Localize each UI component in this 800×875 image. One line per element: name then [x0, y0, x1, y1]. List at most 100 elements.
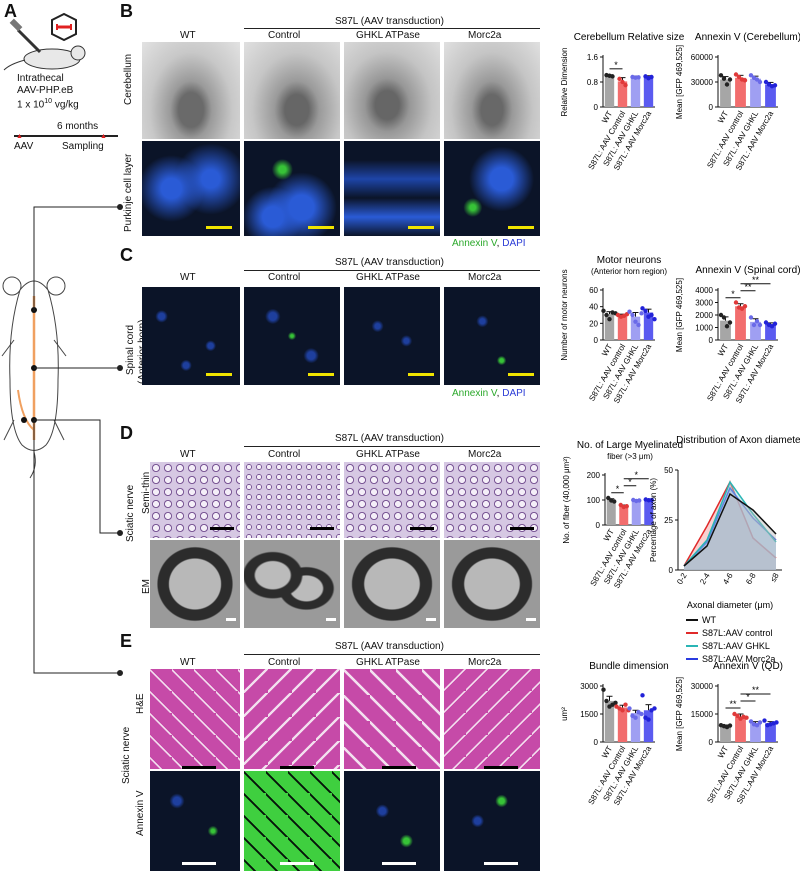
bar: [750, 723, 761, 742]
scale-bar: [226, 618, 236, 621]
y-tick-label: 40: [589, 303, 598, 312]
chart-subtitle: (Anterior horn region): [591, 267, 667, 276]
annexin-image-ghkl: [344, 771, 440, 871]
scale-bar: [426, 618, 436, 621]
significance-label: **: [752, 685, 760, 695]
data-point: [613, 700, 618, 705]
scale-bar: [308, 226, 334, 229]
bar: [617, 81, 628, 107]
y-axis-label: um²: [560, 707, 569, 721]
y-tick-label: 1500: [580, 710, 598, 719]
data-point: [649, 74, 654, 80]
group-header-d: S87L (AAV transduction): [335, 433, 444, 444]
data-point: [733, 300, 739, 305]
series-line: [683, 480, 777, 567]
bar: [630, 713, 641, 742]
col-header-ghkl-b: GHKL ATPase: [356, 30, 420, 41]
bar: [630, 316, 641, 340]
y-tick-label: 60000: [691, 53, 714, 62]
dose-label: 1 x 1010 vg/kg: [17, 98, 79, 111]
data-point: [639, 311, 644, 316]
x-axis-label: Axonal diameter (μm): [687, 600, 773, 610]
y-tick-label: 30000: [691, 78, 714, 87]
chart-title: Motor neurons: [597, 255, 661, 266]
data-point: [751, 322, 757, 328]
bar: [604, 700, 615, 742]
y-tick-label: 200: [587, 471, 601, 480]
y-tick-label: 3000: [695, 299, 713, 308]
data-point: [762, 718, 767, 723]
y-tick-label: 0: [709, 738, 714, 747]
data-point: [748, 719, 754, 724]
x-tick-label: ≤8: [769, 571, 781, 584]
panel-letter-a: A: [4, 1, 17, 21]
group-header-c: S87L (AAV transduction): [335, 257, 444, 268]
vector-label: AAV-PHP.eB: [17, 85, 74, 96]
spinal-image-control: [244, 287, 340, 385]
data-point: [652, 316, 657, 322]
data-point: [739, 306, 745, 311]
scale-bar: [182, 766, 216, 769]
data-point: [620, 79, 625, 85]
bar: [643, 77, 654, 107]
panel-letter-c: C: [120, 245, 133, 265]
bar: [720, 79, 731, 107]
y-axis-label: No. of fiber (40,000 μm²): [562, 456, 571, 544]
bar: [720, 320, 731, 340]
route-label: Intrathecal: [17, 73, 64, 84]
data-point: [742, 78, 748, 83]
data-point: [718, 73, 724, 78]
col-header-ghkl-e: GHKL ATPase: [356, 657, 420, 668]
bar: [606, 500, 616, 525]
scale-bar: [382, 862, 416, 865]
y-tick-label: 20: [589, 319, 598, 328]
significance-label: *: [616, 484, 620, 494]
data-point: [754, 319, 760, 324]
chart-title: No. of Large Myelinated: [577, 440, 683, 451]
data-point: [636, 322, 641, 328]
scale-bar: [484, 766, 518, 769]
data-point: [640, 306, 645, 311]
group-underline-d: [244, 446, 540, 447]
col-header-wt-e: WT: [180, 657, 196, 668]
em-image-wt: [150, 540, 240, 628]
x-tick-label: 4-6: [721, 571, 735, 586]
data-point: [748, 315, 754, 320]
y-tick-label: 3000: [580, 682, 598, 691]
significance-label: *: [614, 60, 618, 70]
he-image-morc2a: [444, 669, 540, 769]
col-header-control-e: Control: [268, 657, 301, 668]
y-tick-label: 0.8: [587, 78, 599, 87]
data-point: [763, 79, 769, 85]
bar: [630, 77, 641, 107]
col-header-control-d: Control: [268, 449, 301, 460]
data-point: [724, 82, 730, 87]
stain-legend-c: Annexin V, DAPI: [452, 388, 526, 399]
col-header-ghkl-c: GHKL ATPase: [356, 272, 420, 283]
scale-bar: [326, 618, 336, 621]
y-tick-label: 0: [594, 103, 599, 112]
scale-bar: [206, 373, 232, 376]
y-tick-label: 15000: [691, 710, 714, 719]
y-tick-label: 60: [589, 286, 598, 295]
x-tick-label: 6-8: [744, 571, 758, 586]
data-point: [627, 309, 632, 314]
scale-bar: [510, 527, 534, 530]
data-point: [630, 312, 635, 318]
panel-letter-b: B: [120, 1, 133, 21]
duration-label: 6 months: [57, 121, 99, 132]
data-point: [617, 76, 622, 82]
aav-start-label: AAV: [14, 141, 34, 152]
scale-bar: [508, 373, 534, 376]
data-point: [742, 304, 748, 309]
y-tick-label: 0: [594, 738, 599, 747]
cerebellum-image-control: [244, 42, 340, 139]
group-header-e: S87L (AAV transduction): [335, 641, 444, 652]
data-point: [612, 499, 617, 504]
x-tick-label: WT: [716, 744, 730, 759]
y-tick-label: 50: [664, 466, 673, 475]
col-header-wt-b: WT: [180, 30, 196, 41]
y-tick-label: 0: [669, 566, 674, 575]
data-point: [772, 83, 778, 88]
